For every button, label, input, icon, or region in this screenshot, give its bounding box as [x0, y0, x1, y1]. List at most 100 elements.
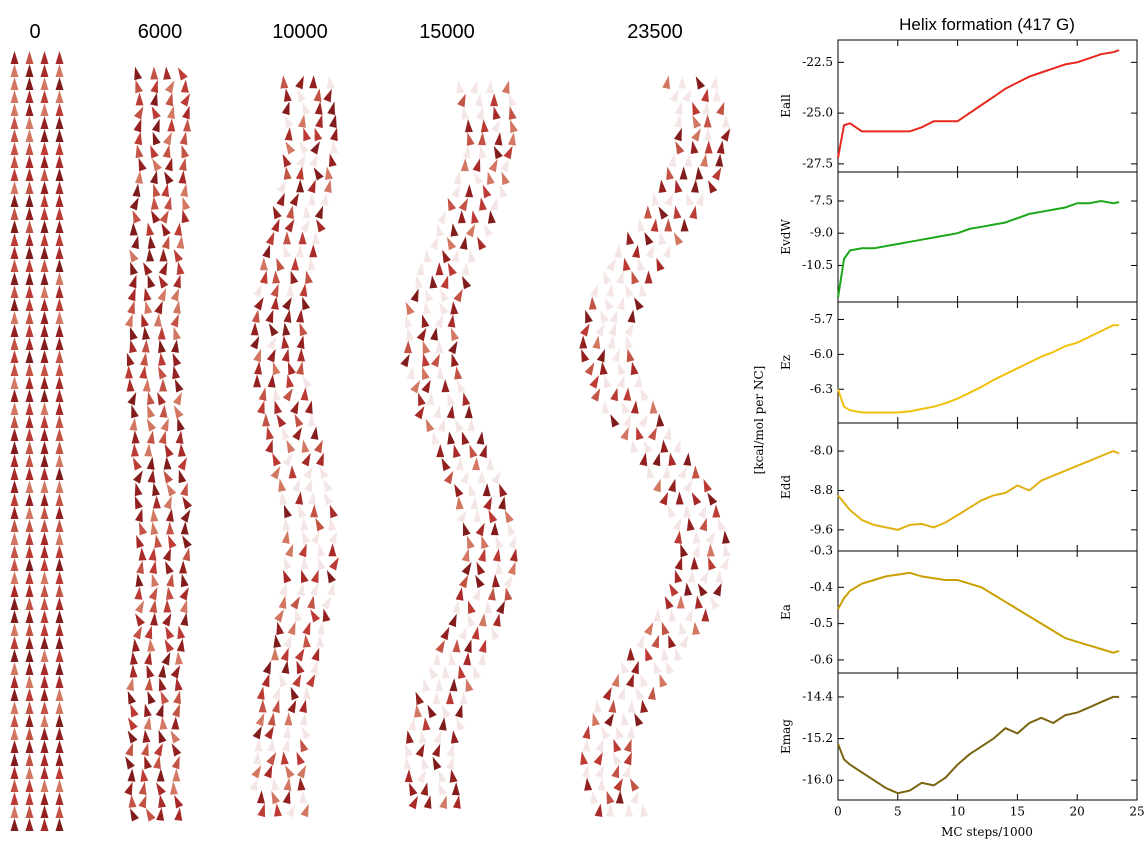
- cone: [161, 223, 171, 237]
- cone: [266, 348, 276, 363]
- cone: [296, 335, 305, 349]
- y-tick-label: -8.0: [810, 444, 833, 458]
- cone: [690, 140, 699, 155]
- cone: [432, 691, 441, 705]
- cone: [447, 197, 457, 212]
- cone: [25, 792, 34, 805]
- cone: [606, 258, 617, 272]
- cone: [177, 417, 185, 432]
- cone: [282, 297, 292, 311]
- cone: [283, 569, 292, 584]
- cone: [174, 795, 184, 809]
- cone: [720, 128, 731, 142]
- cone: [250, 335, 260, 350]
- cone: [695, 595, 703, 609]
- cone: [129, 339, 138, 354]
- cone: [10, 376, 19, 389]
- cone: [40, 285, 49, 298]
- cone: [485, 80, 494, 94]
- y-tick-label: -9.0: [810, 226, 833, 240]
- cone: [10, 714, 19, 727]
- cone: [504, 509, 514, 524]
- cone: [640, 699, 649, 713]
- cone: [581, 764, 590, 779]
- cone: [652, 452, 661, 467]
- cone: [651, 634, 660, 649]
- cone: [315, 114, 323, 129]
- cone: [302, 101, 311, 116]
- y-tick-label: -8.8: [810, 483, 833, 497]
- cone: [595, 765, 605, 779]
- cone: [55, 129, 64, 142]
- cone: [439, 795, 447, 809]
- cone: [40, 90, 49, 103]
- cone: [441, 379, 450, 393]
- cone: [710, 75, 718, 90]
- cone: [507, 535, 517, 550]
- cone: [55, 246, 64, 259]
- cone: [175, 651, 184, 665]
- cone: [40, 740, 49, 753]
- plot-frame: [837, 672, 1138, 801]
- line: [837, 199, 1120, 298]
- cone: [40, 714, 49, 727]
- cone: [180, 521, 189, 535]
- cone: [25, 168, 34, 181]
- cone: [163, 132, 172, 146]
- cone: [712, 582, 722, 597]
- cone: [630, 790, 639, 805]
- cone: [25, 623, 34, 636]
- snapshot-label: 0: [29, 21, 40, 43]
- cone: [150, 79, 159, 94]
- cone: [712, 504, 721, 518]
- cone: [579, 335, 588, 349]
- cone: [503, 145, 513, 160]
- cone: [303, 686, 312, 700]
- cone: [600, 309, 609, 324]
- cone: [627, 309, 636, 323]
- cone: [451, 249, 459, 263]
- cone: [55, 259, 64, 272]
- cone: [40, 116, 49, 129]
- cone: [483, 496, 492, 511]
- cone: [25, 90, 34, 103]
- cone: [156, 768, 165, 782]
- cone: [256, 686, 265, 700]
- cone: [422, 366, 430, 381]
- cone: [717, 518, 727, 532]
- cone: [479, 197, 487, 211]
- cone: [300, 387, 309, 401]
- cone: [159, 404, 168, 418]
- cone: [25, 324, 34, 337]
- cone: [278, 478, 287, 492]
- cone: [173, 326, 181, 341]
- cone: [55, 298, 64, 311]
- cone: [457, 93, 466, 108]
- cone: [286, 205, 294, 219]
- snapshot-label: 15000: [419, 21, 475, 43]
- snapshot-label: 10000: [272, 21, 328, 43]
- cone: [704, 140, 713, 154]
- cone: [320, 192, 329, 206]
- cone: [131, 430, 140, 444]
- cone: [283, 777, 292, 791]
- cone: [441, 457, 451, 472]
- cone: [422, 340, 431, 355]
- cone: [302, 621, 311, 636]
- cone: [55, 636, 64, 649]
- cone: [180, 93, 191, 107]
- cone: [10, 818, 19, 831]
- cone: [629, 439, 638, 453]
- cone: [10, 103, 19, 116]
- cone: [10, 610, 19, 623]
- cone: [612, 752, 622, 766]
- cone: [678, 75, 687, 89]
- cone: [658, 206, 669, 220]
- cone: [697, 583, 708, 597]
- cone: [258, 387, 267, 401]
- cone: [283, 88, 292, 102]
- x-tick-label: 0: [834, 805, 842, 819]
- cone: [168, 534, 177, 549]
- cone: [329, 127, 338, 142]
- cone: [708, 180, 718, 194]
